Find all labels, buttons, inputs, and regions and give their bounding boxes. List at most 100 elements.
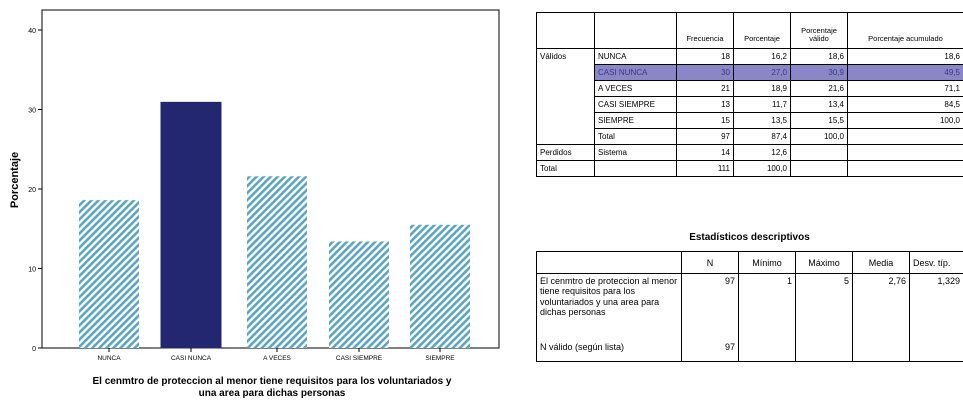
cell-n: 97 bbox=[681, 339, 739, 362]
row-group bbox=[536, 80, 595, 97]
cell-valid: 30,9 bbox=[790, 64, 848, 81]
y-tick-label: 10 bbox=[28, 267, 36, 274]
cell-pct: 12,6 bbox=[733, 144, 791, 161]
cell-freq: 97 bbox=[676, 128, 734, 145]
x-tick-label: CASI SIEMPRE bbox=[336, 355, 383, 362]
y-tick-label: 40 bbox=[28, 28, 36, 35]
cell-cum: 49,5 bbox=[847, 64, 963, 81]
bar-chart: 0 10 20 30 40 NUNCA CASI NUNCA A VECES CASI SIE… bbox=[9, 9, 500, 399]
desc-header-minimo: Mínimo bbox=[738, 251, 796, 274]
cell-n: 97 bbox=[681, 273, 739, 340]
cell-desv-tip: 1,329 bbox=[909, 273, 963, 340]
cell-valid: 13,4 bbox=[790, 96, 848, 113]
cell-pct: 16,2 bbox=[733, 48, 791, 65]
cell-freq: 18 bbox=[676, 48, 734, 65]
cell-pct: 13,5 bbox=[733, 112, 791, 129]
row-group bbox=[536, 96, 595, 113]
row-label: A VECES bbox=[594, 80, 677, 97]
cell-empty bbox=[852, 339, 910, 362]
row-label: N válido (según lista) bbox=[536, 339, 682, 362]
table-row: Total 111 100,0 bbox=[536, 160, 963, 177]
table-row: Total 97 87,4 100,0 bbox=[536, 128, 963, 145]
x-tick-label: NUNCA bbox=[97, 355, 121, 362]
frequency-table: Frecuencia Porcentaje Porcentaje válido … bbox=[536, 12, 963, 177]
row-label: NUNCA bbox=[594, 48, 677, 65]
cell-cum bbox=[847, 160, 963, 177]
row-label bbox=[594, 160, 677, 177]
cell-valid: 21,6 bbox=[790, 80, 848, 97]
row-group: Perdidos bbox=[536, 144, 595, 161]
cell-pct: 100,0 bbox=[733, 160, 791, 177]
freq-header-cell bbox=[536, 12, 595, 49]
freq-header-frecuencia: Frecuencia bbox=[676, 12, 734, 49]
cell-freq: 14 bbox=[676, 144, 734, 161]
freq-header-porcentaje: Porcentaje bbox=[733, 12, 791, 49]
cell-valid: 18,6 bbox=[790, 48, 848, 65]
y-tick-label: 20 bbox=[28, 187, 36, 194]
cell-empty bbox=[909, 339, 963, 362]
table-row-highlighted: CASI NUNCA 30 27,0 30,9 49,5 bbox=[536, 64, 963, 81]
freq-header-row: Frecuencia Porcentaje Porcentaje válido … bbox=[536, 12, 963, 49]
cell-valid bbox=[790, 144, 848, 161]
row-label: Total bbox=[594, 128, 677, 145]
cell-pct: 87,4 bbox=[733, 128, 791, 145]
row-group bbox=[536, 112, 595, 129]
table-row: SIEMPRE 15 13,5 15,5 100,0 bbox=[536, 112, 963, 129]
row-label: SIEMPRE bbox=[594, 112, 677, 129]
descriptive-stats-title: Estadísticos descriptivos bbox=[689, 232, 810, 243]
cell-cum: 71,1 bbox=[847, 80, 963, 97]
cell-pct: 27,0 bbox=[733, 64, 791, 81]
row-label: CASI NUNCA bbox=[594, 64, 677, 81]
row-group bbox=[536, 128, 595, 145]
row-group: Válidos bbox=[536, 48, 595, 65]
y-tick-label: 0 bbox=[32, 346, 36, 353]
x-tick-label: CASI NUNCA bbox=[171, 355, 212, 362]
row-group: Total bbox=[536, 160, 595, 177]
x-tick-label: SIEMPRE bbox=[425, 355, 455, 362]
cell-empty bbox=[795, 339, 853, 362]
cell-empty bbox=[738, 339, 796, 362]
row-label: Sistema bbox=[594, 144, 677, 161]
table-row: Válidos NUNCA 18 16,2 18,6 18,6 bbox=[536, 48, 963, 65]
row-group bbox=[536, 64, 595, 81]
cell-maximo: 5 bbox=[795, 273, 853, 340]
desc-header-n: N bbox=[681, 251, 739, 274]
table-row: El cenmtro de proteccion al menor tiene … bbox=[536, 273, 963, 340]
cell-pct: 18,9 bbox=[733, 80, 791, 97]
row-label: El cenmtro de proteccion al menor tiene … bbox=[536, 273, 682, 340]
bar-casi-nunca bbox=[160, 101, 222, 349]
x-axis-label-line-1: El cenmtro de proteccion al menor tiene … bbox=[93, 376, 452, 387]
bar-siempre bbox=[410, 224, 470, 348]
table-row: N válido (según lista) 97 bbox=[536, 339, 963, 362]
bar-a-veces bbox=[247, 176, 307, 348]
freq-header-porcentaje-acumulado: Porcentaje acumulado bbox=[847, 12, 963, 49]
table-row: A VECES 21 18,9 21,6 71,1 bbox=[536, 80, 963, 97]
freq-header-porcentaje-valido: Porcentaje válido bbox=[790, 12, 848, 49]
cell-valid: 100,0 bbox=[790, 128, 848, 145]
cell-freq: 21 bbox=[676, 80, 734, 97]
freq-header-cell bbox=[594, 12, 677, 49]
cell-cum bbox=[847, 128, 963, 145]
cell-cum: 100,0 bbox=[847, 112, 963, 129]
table-row: Perdidos Sistema 14 12,6 bbox=[536, 144, 963, 161]
bar-casi-siempre bbox=[329, 241, 389, 348]
table-row: CASI SIEMPRE 13 11,7 13,4 84,5 bbox=[536, 96, 963, 113]
row-label: CASI SIEMPRE bbox=[594, 96, 677, 113]
x-axis-label-line-2: una area para dichas personas bbox=[199, 388, 346, 399]
desc-header-cell bbox=[536, 251, 682, 274]
cell-freq: 13 bbox=[676, 96, 734, 113]
desc-header-desv-tip: Desv. típ. bbox=[909, 251, 963, 274]
cell-freq: 15 bbox=[676, 112, 734, 129]
descriptive-stats-table: N Mínimo Máximo Media Desv. típ. El cenm… bbox=[536, 251, 963, 362]
cell-valid: 15,5 bbox=[790, 112, 848, 129]
cell-cum: 84,5 bbox=[847, 96, 963, 113]
cell-freq: 30 bbox=[676, 64, 734, 81]
desc-header-row: N Mínimo Máximo Media Desv. típ. bbox=[536, 251, 963, 274]
cell-cum: 18,6 bbox=[847, 48, 963, 65]
y-axis-label: Porcentaje bbox=[9, 152, 21, 208]
cell-valid bbox=[790, 160, 848, 177]
x-tick-label: A VECES bbox=[263, 355, 291, 362]
desc-header-maximo: Máximo bbox=[795, 251, 853, 274]
cell-pct: 11,7 bbox=[733, 96, 791, 113]
cell-freq: 111 bbox=[676, 160, 734, 177]
